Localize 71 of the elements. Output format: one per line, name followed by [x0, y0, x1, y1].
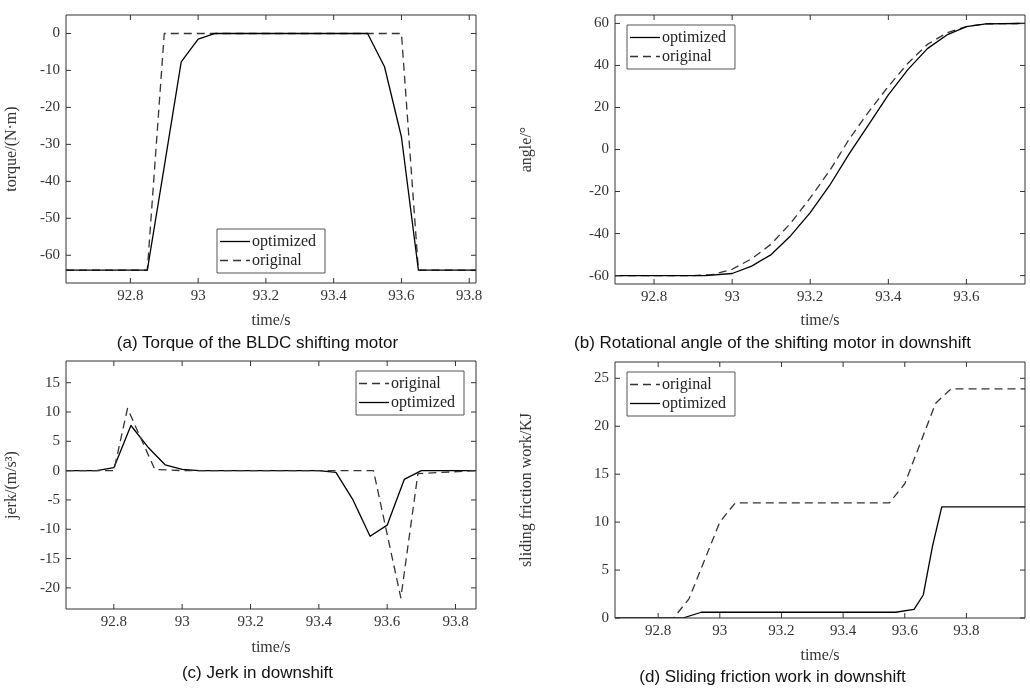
x-tick-label: 93.6: [891, 621, 919, 638]
x-tick-label: 93.2: [252, 286, 280, 303]
x-tick-label: 93.8: [456, 286, 483, 303]
y-axis-title: torque/(N·m): [1, 106, 20, 192]
text: (c) Jerk in downshift: [180, 663, 335, 683]
y-tick-label: 0: [52, 24, 60, 41]
y-tick-label: -20: [589, 182, 609, 199]
y-tick-label: -40: [40, 172, 60, 189]
x-tick-label: 93: [712, 621, 728, 638]
x-tick-label: 93.2: [237, 612, 264, 629]
y-axis-title: jerk/(m/s³): [1, 451, 20, 520]
x-axis-title: time/s: [251, 310, 291, 328]
legend-label: optimized: [662, 27, 726, 46]
text: (a) Torque of the BLDC shifting motor: [115, 333, 400, 353]
y-tick-label: 60: [594, 14, 609, 31]
x-tick-label: 93.4: [305, 612, 333, 629]
x-tick-label: 92.8: [100, 612, 127, 629]
x-tick-label: 93: [190, 286, 206, 303]
x-axis-title: time/s: [800, 645, 840, 663]
y-axis-title: sliding friction work/KJ: [516, 413, 535, 567]
y-tick-label: -60: [40, 246, 60, 263]
x-tick-label: 93.8: [442, 612, 469, 629]
legend-label: original: [391, 373, 442, 392]
x-axis-title: time/s: [800, 310, 840, 328]
x-tick-label: 92.8: [645, 621, 672, 638]
y-tick-label: -15: [40, 549, 60, 566]
y-tick-label: 5: [601, 561, 609, 577]
y-axis-title: angle/°: [516, 126, 535, 173]
x-tick-label: 93: [174, 612, 190, 629]
x-tick-label: 93.4: [875, 287, 902, 304]
legend-label: original: [662, 46, 713, 65]
text: (d) Sliding friction work in downshift: [638, 667, 907, 687]
x-tick-label: 92.8: [117, 286, 144, 303]
y-tick-label: 10: [45, 402, 60, 419]
y-tick-label: -20: [40, 578, 60, 595]
y-tick-label: -30: [40, 135, 60, 152]
y-tick-label: -10: [40, 61, 60, 78]
x-tick-label: 93.4: [830, 621, 857, 638]
y-tick-label: 20: [594, 98, 609, 115]
y-tick-label: -40: [589, 224, 609, 241]
y-tick-label: -60: [589, 266, 609, 283]
y-tick-label: 25: [594, 369, 609, 386]
x-tick-label: 93.6: [953, 287, 981, 304]
y-tick-label: 0: [52, 461, 60, 478]
y-tick-label: 15: [594, 465, 609, 482]
x-tick-label: 93.2: [797, 287, 824, 304]
legend-label: optimized: [662, 393, 726, 412]
legend-label: optimized: [391, 392, 455, 411]
legend-label: original: [252, 250, 303, 269]
x-tick-label: 93: [724, 287, 740, 304]
y-tick-label: 20: [594, 417, 609, 434]
y-tick-label: 15: [45, 373, 60, 390]
y-tick-label: -5: [47, 490, 60, 507]
legend-label: original: [662, 374, 713, 393]
x-tick-label: 92.8: [640, 287, 668, 304]
y-tick-label: 0: [601, 608, 609, 625]
y-tick-label: -20: [40, 98, 60, 115]
y-tick-label: 40: [594, 56, 609, 73]
x-tick-label: 93.6: [388, 286, 416, 303]
x-tick-label: 93.8: [953, 621, 980, 638]
y-tick-label: 5: [52, 432, 60, 449]
y-tick-label: -50: [40, 209, 60, 226]
x-tick-label: 93.4: [320, 286, 348, 303]
y-tick-label: 10: [594, 513, 609, 530]
x-tick-label: 93.6: [374, 612, 401, 629]
x-axis-title: time/s: [251, 637, 291, 655]
y-tick-label: 0: [601, 140, 609, 157]
legend-label: optimized: [252, 231, 316, 250]
y-tick-label: -10: [40, 520, 60, 537]
text: (b) Rotational angle of the shifting motor in downshift: [573, 333, 972, 353]
x-tick-label: 93.2: [768, 621, 795, 638]
